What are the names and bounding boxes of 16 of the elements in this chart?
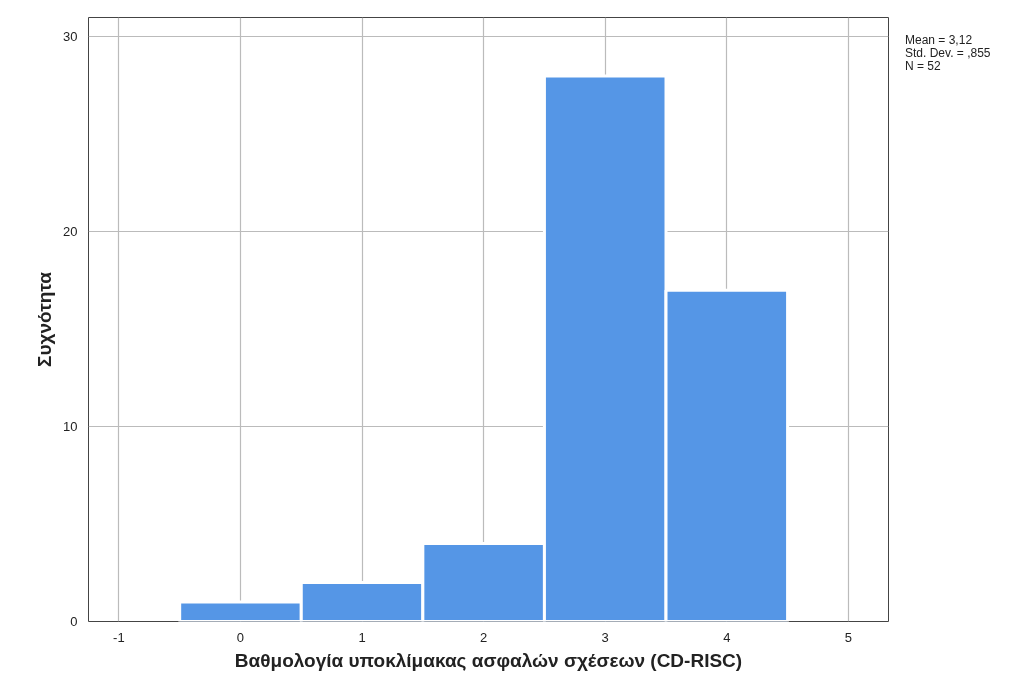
text: N = 52 (905, 59, 942, 73)
x-tick-label: 2 (480, 629, 488, 645)
x-axis-title: Βαθμολογία υποκλίμακας ασφαλών σχέσεων (CD-RISC) (234, 649, 743, 671)
text: Mean = 3,12 (905, 33, 974, 47)
x-tick-label: 0 (236, 629, 245, 645)
x-tick-label: -1 (113, 629, 125, 645)
y-tick-label: 30 (63, 29, 78, 45)
x-tick-label: 5 (844, 629, 852, 645)
y-tick-label: 0 (70, 614, 78, 629)
y-tick-label: 10 (63, 419, 78, 435)
y-tick-label: 20 (63, 224, 78, 240)
x-tick-label: 1 (358, 629, 366, 645)
x-tick-label: 4 (723, 629, 731, 645)
x-tick-label: 3 (601, 629, 609, 645)
y-axis-title: Συχνότητα (34, 271, 56, 367)
text: Std. Dev. = ,855 (905, 46, 991, 60)
